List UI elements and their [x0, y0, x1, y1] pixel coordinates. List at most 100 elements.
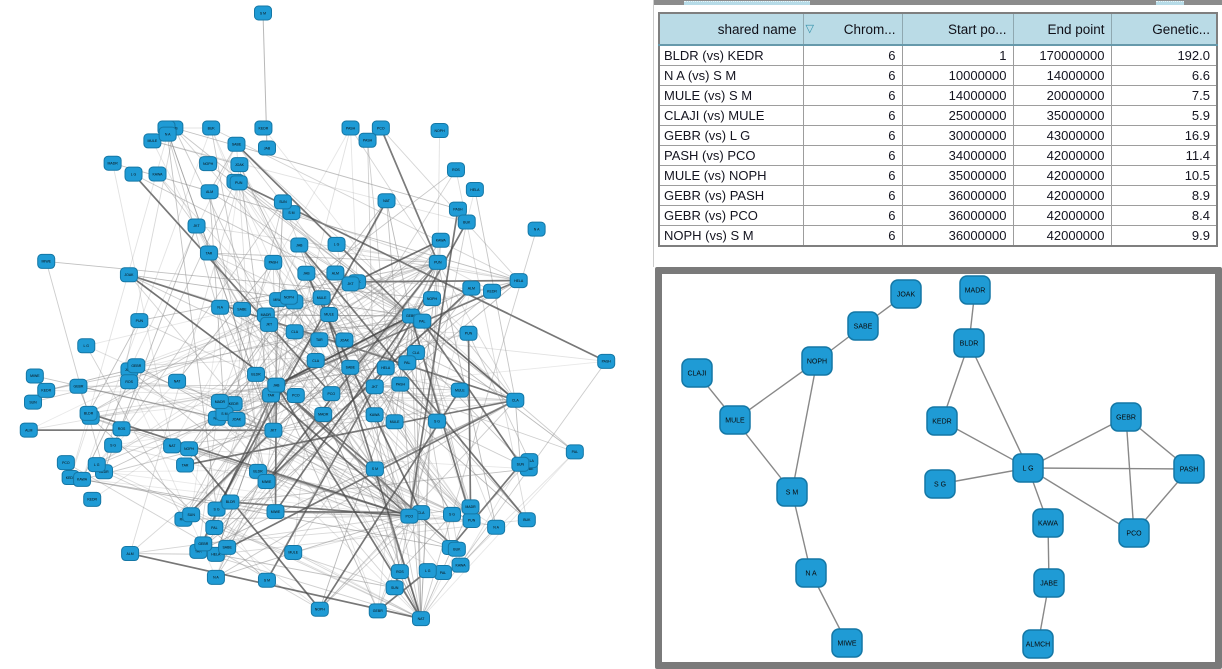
network-edge[interactable]: [46, 369, 130, 391]
network-node[interactable]: [24, 394, 43, 410]
network-edge[interactable]: [406, 362, 438, 422]
network-node[interactable]: [776, 477, 808, 507]
network-node[interactable]: [390, 564, 409, 580]
network-edge[interactable]: [275, 384, 422, 620]
network-edge[interactable]: [265, 169, 457, 316]
network-edge[interactable]: [81, 429, 274, 480]
network-edge[interactable]: [319, 339, 386, 369]
network-node[interactable]: [127, 358, 146, 374]
network-node[interactable]: [1032, 508, 1064, 538]
network-node[interactable]: [831, 628, 863, 658]
network-edge[interactable]: [421, 320, 472, 521]
network-node[interactable]: [847, 311, 879, 341]
network-view-main[interactable]: S MJABPUNKEDRMULENOPHGEBRPASHPCOKAWAALMS…: [0, 0, 655, 669]
network-edge[interactable]: [152, 140, 240, 166]
network-node[interactable]: [314, 406, 333, 422]
network-edge[interactable]: [197, 418, 218, 552]
table-row[interactable]: MULE (vs) NOPH 6 35000000 42000000 10.5: [658, 165, 1218, 186]
table-row[interactable]: MULE (vs) S M 6 14000000 20000000 7.5: [658, 85, 1218, 106]
network-edge[interactable]: [219, 262, 274, 402]
network-edge[interactable]: [410, 315, 497, 528]
network-node[interactable]: [795, 558, 827, 588]
network-edge[interactable]: [112, 201, 284, 446]
network-edge[interactable]: [450, 463, 522, 549]
network-node[interactable]: [227, 136, 246, 152]
table-row[interactable]: BLDR (vs) KEDR 6 1 170000000 192.0: [658, 44, 1218, 66]
network-edge[interactable]: [112, 162, 519, 282]
network-edge[interactable]: [129, 262, 438, 371]
network-node[interactable]: [83, 491, 102, 507]
network-node[interactable]: [87, 457, 106, 473]
network-node[interactable]: [56, 455, 75, 471]
network-node[interactable]: [279, 289, 298, 305]
network-edge[interactable]: [270, 394, 410, 517]
column-header-genetic[interactable]: Genetic...: [1110, 12, 1218, 46]
network-edge[interactable]: [374, 386, 422, 619]
network-edge[interactable]: [275, 314, 330, 386]
network-edge[interactable]: [112, 163, 173, 447]
network-node[interactable]: [286, 387, 305, 403]
network-edge[interactable]: [275, 384, 401, 572]
network-edge[interactable]: [274, 385, 278, 512]
network-node[interactable]: [257, 572, 276, 588]
network-edge[interactable]: [214, 527, 395, 589]
network-edge[interactable]: [88, 384, 277, 414]
network-node[interactable]: [428, 413, 447, 429]
network-node[interactable]: [312, 290, 331, 306]
table-row[interactable]: N A (vs) S M 6 10000000 14000000 6.6: [658, 65, 1218, 86]
network-node[interactable]: [130, 313, 149, 329]
network-edge[interactable]: [437, 262, 493, 292]
network-edge[interactable]: [90, 383, 401, 418]
network-edge[interactable]: [214, 320, 423, 528]
network-node[interactable]: [335, 332, 354, 348]
network-edge[interactable]: [298, 244, 387, 369]
network-node[interactable]: [19, 422, 38, 438]
network-node[interactable]: [37, 253, 56, 269]
network-edge[interactable]: [88, 320, 140, 414]
network-node[interactable]: [25, 368, 44, 384]
network-node[interactable]: [124, 166, 143, 182]
network-edge[interactable]: [196, 225, 438, 263]
network-edge[interactable]: [210, 127, 317, 361]
network-node[interactable]: [341, 359, 360, 375]
network-edge[interactable]: [265, 314, 274, 431]
network-edge[interactable]: [129, 144, 237, 371]
network-edge[interactable]: [215, 287, 472, 555]
network-edge[interactable]: [968, 342, 1029, 469]
network-edge[interactable]: [399, 516, 410, 572]
network-edge[interactable]: [255, 332, 469, 375]
network-node[interactable]: [926, 406, 958, 436]
network-edge[interactable]: [216, 508, 422, 620]
network-edge[interactable]: [196, 225, 243, 310]
network-node[interactable]: [260, 316, 279, 332]
network-edge[interactable]: [275, 384, 452, 548]
network-edge[interactable]: [88, 412, 410, 517]
network-edge[interactable]: [81, 127, 212, 480]
network-edge[interactable]: [96, 262, 439, 465]
network-edge[interactable]: [230, 501, 410, 517]
network-node[interactable]: [385, 580, 404, 596]
network-node[interactable]: [266, 504, 285, 520]
network-edge[interactable]: [112, 181, 236, 446]
table-row[interactable]: NOPH (vs) S M 6 36000000 42000000 9.9: [658, 225, 1218, 247]
network-edge[interactable]: [274, 315, 412, 513]
network-node[interactable]: [273, 194, 292, 210]
network-node[interactable]: [306, 353, 325, 369]
panel-tab-small[interactable]: [1156, 1, 1184, 5]
network-node[interactable]: [959, 275, 991, 305]
network-node[interactable]: [254, 5, 272, 21]
network-edge[interactable]: [128, 274, 277, 386]
network-node[interactable]: [443, 506, 462, 522]
network-edge[interactable]: [257, 470, 451, 548]
network-node[interactable]: [465, 182, 484, 198]
network-edge[interactable]: [190, 182, 240, 515]
network-node[interactable]: [398, 355, 417, 371]
network-edge[interactable]: [70, 477, 276, 513]
network-edge[interactable]: [421, 320, 522, 465]
network-edge[interactable]: [85, 345, 184, 520]
network-edge[interactable]: [215, 399, 516, 578]
network-node[interactable]: [358, 132, 377, 148]
network-node[interactable]: [506, 392, 525, 408]
network-edge[interactable]: [1027, 467, 1135, 534]
network-node[interactable]: [37, 382, 56, 398]
